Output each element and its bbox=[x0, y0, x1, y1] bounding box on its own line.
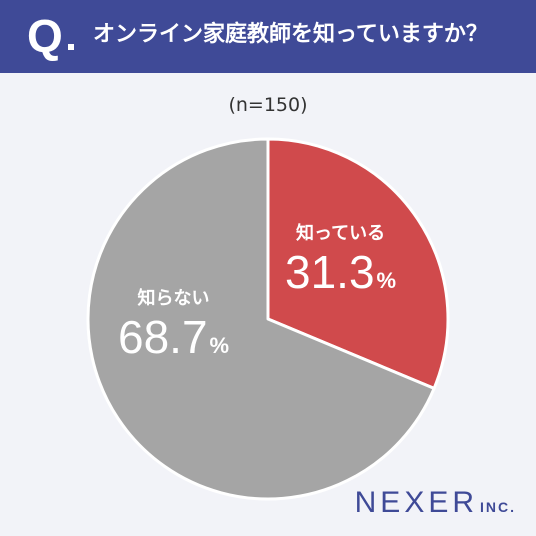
slice-value-unknown: 68.7 bbox=[118, 311, 208, 363]
logo-wordmark: NEXER bbox=[354, 486, 478, 519]
slice-unit-known: % bbox=[376, 268, 397, 293]
pie-slice-known bbox=[266, 137, 450, 390]
question-text: オンライン家庭教師を知っていますか？ bbox=[93, 22, 488, 47]
slice-label-unknown: 知らない 68.7% bbox=[118, 287, 229, 363]
slice-category-known: 知っている bbox=[295, 223, 386, 244]
slice-value-known: 31.3 bbox=[285, 246, 375, 298]
slice-unit-unknown: % bbox=[209, 333, 230, 358]
pie-slice-unknown bbox=[86, 137, 436, 501]
slice-category-unknown: 知らない bbox=[137, 288, 210, 309]
question-header: Q オンライン家庭教師を知っていますか？ bbox=[0, 0, 536, 73]
nexer-logo: NEXER INC. bbox=[355, 486, 516, 520]
sample-size: (n=150) bbox=[228, 94, 308, 116]
question-mark-letter: Q bbox=[27, 10, 63, 62]
logo-suffix: INC. bbox=[480, 499, 516, 515]
slice-label-known: 知っている 31.3% bbox=[285, 222, 396, 298]
question-mark-dot bbox=[68, 44, 74, 50]
